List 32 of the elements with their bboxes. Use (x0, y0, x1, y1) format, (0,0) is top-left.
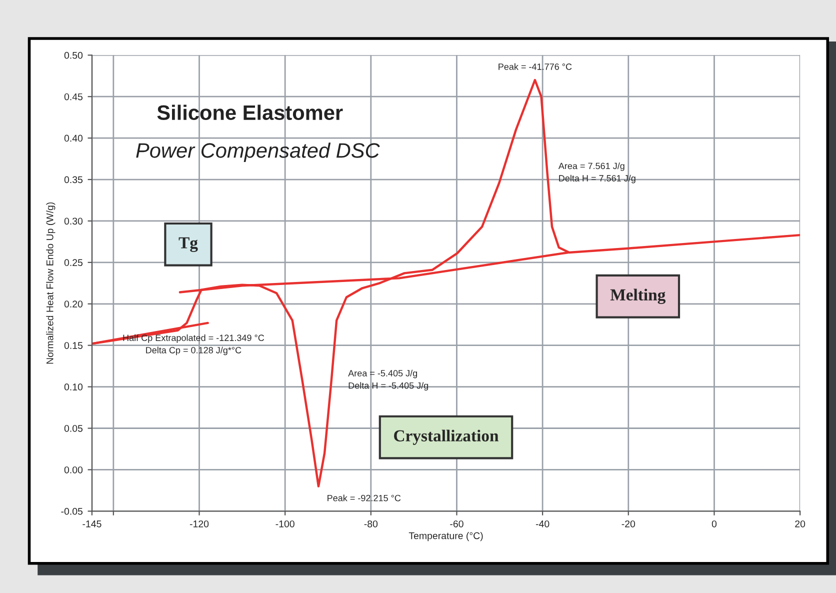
text: Silicone Elastomer (157, 104, 343, 120)
y-tick-label: -0.05 (61, 508, 83, 515)
x-tick-label: 0 (712, 520, 717, 528)
y-axis-title: Normalized Heat Flow Endo Up (W/g) (46, 202, 56, 364)
y-tick-label: 0.05 (64, 424, 83, 432)
x-tick-label: -145 (82, 520, 102, 528)
x-tick-label: -60 (450, 520, 464, 528)
x-tick-label: -100 (276, 520, 294, 528)
x-tick-label: -120 (190, 520, 209, 528)
annotation: Peak = -92.215 °C (328, 494, 401, 502)
annotation: Crystallization (394, 430, 499, 445)
y-tick-label: 0.40 (64, 134, 83, 142)
annotation: Tg (178, 237, 198, 252)
y-tick-label: 0.20 (64, 300, 83, 308)
x-tick-label: 20 (795, 520, 806, 528)
y-tick-label: 0.15 (64, 342, 83, 349)
annotation: Area = 7.561 J/g Delta H = 7.561 J/g (558, 162, 636, 184)
y-tick-label: 0.10 (64, 384, 83, 390)
x-axis-title: Temperature (°C) (408, 532, 483, 542)
x-tick-label: -20 (622, 520, 636, 528)
y-tick-label: 0.25 (64, 259, 83, 266)
y-tick-label: 0.35 (64, 176, 83, 184)
y-tick-label: 0.00 (64, 466, 83, 474)
text: Power Compensated DSC (136, 142, 380, 162)
y-tick-label: 0.45 (64, 93, 83, 100)
y-tick-label: 0.30 (64, 218, 83, 225)
annotation: Area = -5.405 J/g Delta H = -5.405 J/g (348, 370, 428, 391)
annotation: Melting (610, 288, 666, 304)
annotation: Peak = -41.776 °C (498, 63, 572, 70)
x-tick-label: -40 (536, 520, 550, 528)
y-tick-label: 0.50 (64, 52, 83, 59)
x-tick-label: -80 (364, 520, 378, 528)
